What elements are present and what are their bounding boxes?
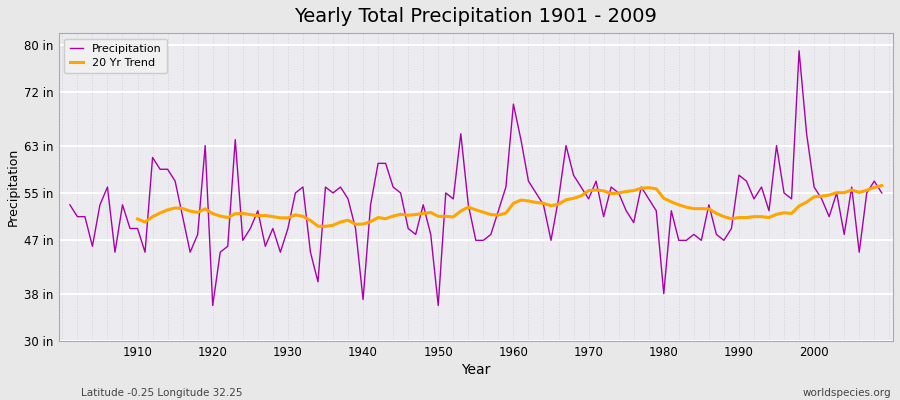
20 Yr Trend xyxy=(132,217,143,222)
20 Yr Trend xyxy=(846,188,857,192)
20 Yr Trend xyxy=(320,224,331,229)
Title: Yearly Total Precipitation 1901 - 2009: Yearly Total Precipitation 1901 - 2009 xyxy=(294,7,657,26)
20 Yr Trend xyxy=(305,218,316,223)
Precipitation xyxy=(65,202,76,207)
20 Yr Trend xyxy=(583,188,594,193)
Legend: Precipitation, 20 Yr Trend: Precipitation, 20 Yr Trend xyxy=(64,39,167,73)
Precipitation xyxy=(508,102,518,106)
Precipitation xyxy=(298,185,309,190)
X-axis label: Year: Year xyxy=(461,363,491,377)
Precipitation xyxy=(516,137,526,142)
Precipitation xyxy=(124,226,135,231)
20 Yr Trend xyxy=(275,216,286,220)
Precipitation xyxy=(606,185,616,190)
Precipitation xyxy=(207,303,218,308)
Y-axis label: Precipitation: Precipitation xyxy=(7,148,20,226)
Text: Latitude -0.25 Longitude 32.25: Latitude -0.25 Longitude 32.25 xyxy=(81,388,242,398)
Precipitation xyxy=(343,196,354,201)
Text: worldspecies.org: worldspecies.org xyxy=(803,388,891,398)
Line: Precipitation: Precipitation xyxy=(70,51,882,306)
Precipitation xyxy=(794,48,805,53)
20 Yr Trend xyxy=(824,193,834,198)
20 Yr Trend xyxy=(523,198,534,203)
20 Yr Trend xyxy=(877,183,887,188)
Line: 20 Yr Trend: 20 Yr Trend xyxy=(138,186,882,226)
Precipitation xyxy=(877,190,887,195)
